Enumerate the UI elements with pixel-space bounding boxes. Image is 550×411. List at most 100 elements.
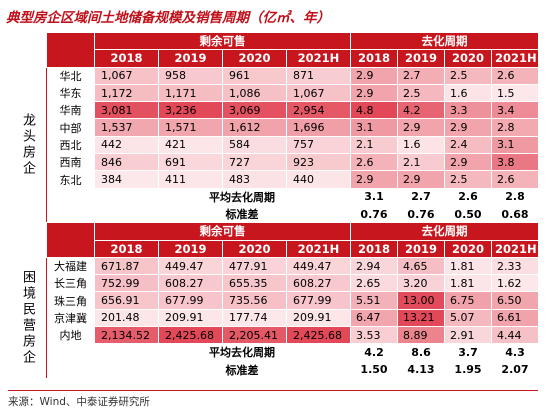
cycle-cell: 1.62 xyxy=(491,274,539,293)
summary-value: 0.68 xyxy=(491,204,539,224)
row: 2018 2019 2020 2021H 2018 2019 2020 2021H xyxy=(9,49,539,68)
title: 典型房企区域间土地储备规模及销售周期（亿㎡、年） xyxy=(6,10,330,26)
cycle-cell: 2.9 xyxy=(397,170,445,189)
row: 中部 1,537 1,571 1,612 1,696 3.1 2.9 2.9 2.8 xyxy=(9,118,539,137)
stock-cell: 655.35 xyxy=(222,274,287,293)
cycle-cell: 3.8 xyxy=(491,153,539,172)
year-header: 2018 xyxy=(350,49,398,68)
cycle-cell: 2.7 xyxy=(397,66,445,85)
row: 剩余可售 去化周期 xyxy=(8,31,539,68)
stock-cell: 477.91 xyxy=(222,256,287,276)
stock-cell: 209.91 xyxy=(286,308,351,328)
cycle-cell: 2.9 xyxy=(350,170,398,189)
row: 平均去化周期 3.1 2.7 2.6 2.8 xyxy=(9,187,539,206)
cycle-cell: 6.50 xyxy=(491,291,539,310)
stock-cell: 3,236 xyxy=(158,101,223,120)
source: 来源：Wind、中泰证券研究所 xyxy=(8,390,538,409)
cycle-cell: 2.94 xyxy=(350,256,398,276)
summary-value: 4.2 xyxy=(350,343,398,362)
row: 剩余可售 去化周期 xyxy=(8,222,539,258)
summary-value: 1.95 xyxy=(444,360,492,379)
summary-value: 2.8 xyxy=(491,187,539,206)
row: 内地 2,134.52 2,425.68 2,205.41 2,425.68 3.53 8.… xyxy=(9,326,539,345)
cycle-cell: 5.07 xyxy=(444,308,492,328)
year-header: 2020 xyxy=(222,49,287,68)
cycle-cell: 2.9 xyxy=(397,118,445,137)
table: 剩余可售 去化周期 2018 2019 2020 2021H 2018 2019 2020 202… xyxy=(8,31,539,379)
stock-cell: 1,612 xyxy=(222,118,287,137)
cycle-cell: 2.33 xyxy=(491,256,539,276)
row: 京津冀 201.48 209.91 177.74 209.91 6.47 13.21 5.07… xyxy=(9,308,539,328)
stock-cell: 421 xyxy=(158,135,223,155)
stock-cell: 209.91 xyxy=(158,308,223,328)
cycle-cell: 3.1 xyxy=(350,118,398,137)
stock-cell: 757 xyxy=(286,135,351,155)
stock-cell: 846 xyxy=(94,153,159,172)
summary-value: 0.76 xyxy=(397,204,445,224)
stock-cell: 671.87 xyxy=(94,256,159,276)
stock-cell: 2,425.68 xyxy=(158,326,223,345)
region: 华南 xyxy=(46,101,95,120)
row: 标准差 1.50 4.13 1.95 2.07 xyxy=(9,360,539,379)
header-group: 剩余可售 xyxy=(94,31,351,51)
cycle-cell: 4.8 xyxy=(350,101,398,120)
header-group: 去化周期 xyxy=(350,222,539,241)
cycle-cell: 3.53 xyxy=(350,326,398,345)
stock-cell: 3,081 xyxy=(94,101,159,120)
blank xyxy=(46,222,95,258)
stock-cell: 2,205.41 xyxy=(222,326,287,345)
stock-cell: 735.56 xyxy=(222,291,287,310)
stock-cell: 1,086 xyxy=(222,83,287,103)
cycle-cell: 2.4 xyxy=(444,135,492,155)
stock-cell: 384 xyxy=(94,170,159,189)
cycle-cell: 2.5 xyxy=(444,66,492,85)
stock-cell: 608.27 xyxy=(158,274,223,293)
row: 珠三角 656.91 677.99 735.56 677.99 5.51 13.00 6.75… xyxy=(9,291,539,310)
cycle-cell: 3.20 xyxy=(397,274,445,293)
year-header: 2018 xyxy=(94,49,159,68)
stock-cell: 440 xyxy=(286,170,351,189)
cycle-cell: 1.6 xyxy=(444,83,492,103)
stock-cell: 1,171 xyxy=(158,83,223,103)
summary-value: 3.1 xyxy=(350,187,398,206)
cycle-cell: 5.51 xyxy=(350,291,398,310)
year-header: 2021H xyxy=(491,239,539,258)
blank xyxy=(8,32,47,68)
row: 西南 846 691 727 923 2.6 2.1 2.9 3.8 xyxy=(9,153,539,172)
region: 华北 xyxy=(46,66,95,85)
blank xyxy=(8,222,47,258)
cycle-cell: 2.6 xyxy=(491,170,539,189)
year-header: 2020 xyxy=(444,239,492,258)
cycle-cell: 2.91 xyxy=(444,326,492,345)
stock-cell: 608.27 xyxy=(286,274,351,293)
cycle-cell: 2.6 xyxy=(491,66,539,85)
cycle-cell: 2.65 xyxy=(350,274,398,293)
stock-cell: 1,067 xyxy=(286,83,351,103)
row: 华南 3,081 3,236 3,069 2,954 4.8 4.2 3.3 3.4 xyxy=(9,101,539,120)
stock-cell: 691 xyxy=(158,153,223,172)
stock-cell: 1,172 xyxy=(94,83,159,103)
cycle-cell: 4.2 xyxy=(397,101,445,120)
summary-value: 0.76 xyxy=(350,204,398,224)
stock-cell: 752.99 xyxy=(94,274,159,293)
summary-label: 平均去化周期 xyxy=(46,187,351,206)
stock-cell: 584 xyxy=(222,135,287,155)
stock-cell: 2,134.52 xyxy=(94,326,159,345)
summary-value: 1.50 xyxy=(350,360,398,379)
summary-value: 4.13 xyxy=(397,360,445,379)
stock-cell: 483 xyxy=(222,170,287,189)
stock-cell: 1,537 xyxy=(94,118,159,137)
cycle-cell: 8.89 xyxy=(397,326,445,345)
stock-cell: 201.48 xyxy=(94,308,159,328)
summary-label: 标准差 xyxy=(46,204,351,224)
cycle-cell: 2.8 xyxy=(491,118,539,137)
cycle-cell: 4.65 xyxy=(397,256,445,276)
region: 珠三角 xyxy=(46,291,95,310)
cycle-cell: 1.81 xyxy=(444,256,492,276)
region: 内地 xyxy=(46,326,95,345)
cycle-cell: 13.21 xyxy=(397,308,445,328)
row: 平均去化周期 4.2 8.6 3.7 4.3 xyxy=(9,343,539,362)
stock-cell: 923 xyxy=(286,153,351,172)
summary-value: 8.6 xyxy=(397,343,445,362)
